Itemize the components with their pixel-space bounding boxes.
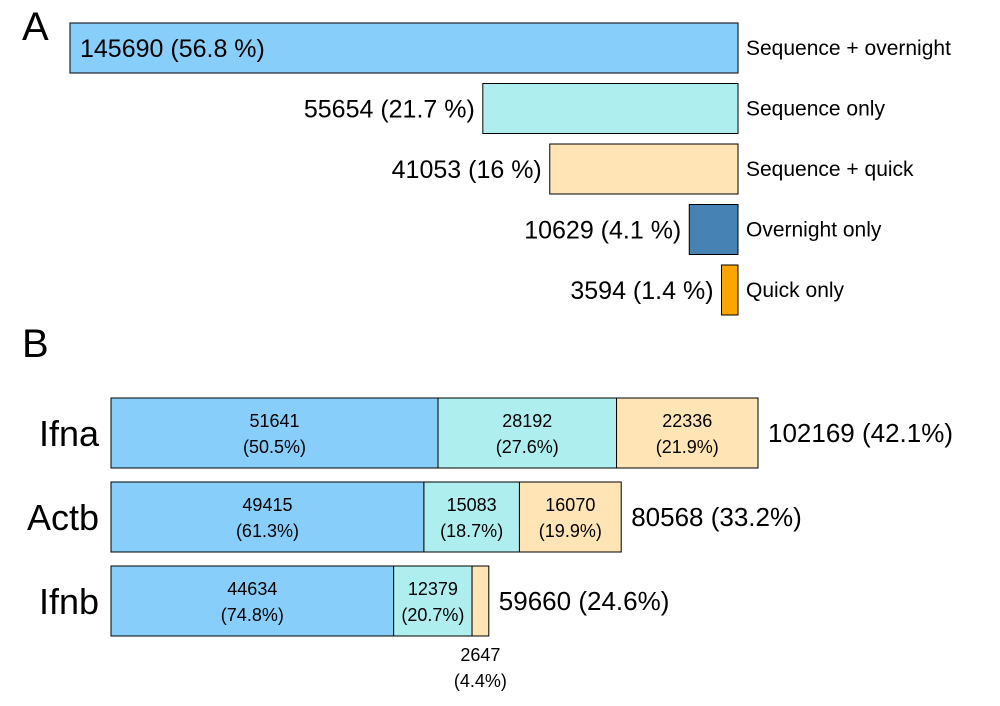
segment-ifna-1 — [110, 397, 439, 469]
row-label-actb: Actb — [27, 497, 99, 538]
category-label-overnight-only: Overnight only — [746, 219, 882, 242]
segment-ifnb-2 — [393, 565, 473, 637]
segment-ifna-3 — [616, 397, 759, 469]
category-label-sequence-quick: Sequence + quick — [746, 158, 914, 181]
segment-ifnb-1-value-label: 44634 — [227, 579, 277, 599]
segment-ifnb-2-pct-label: (20.7%) — [401, 605, 464, 625]
segment-ifnb-1-pct-label: (74.8%) — [221, 605, 284, 625]
segment-actb-2-pct-label: (18.7%) — [440, 521, 503, 541]
segment-ifnb-3-pct-label: (4.4%) — [454, 671, 507, 691]
panel-a-label: A — [22, 5, 49, 49]
segment-ifna-2 — [437, 397, 618, 469]
segment-actb-3-value-label: 16070 — [545, 495, 595, 515]
segment-ifna-2-value-label: 28192 — [502, 411, 552, 431]
segment-ifnb-2-value-label: 12379 — [408, 579, 458, 599]
segment-ifna-2-pct-label: (27.6%) — [496, 437, 559, 457]
segment-actb-3-pct-label: (19.9%) — [539, 521, 602, 541]
total-label-ifnb: 59660 (24.6%) — [499, 586, 670, 616]
category-label-sequence-overnight: Sequence + overnight — [746, 37, 951, 60]
bar-sequence-quick — [549, 143, 739, 195]
segment-ifna-1-value-label: 51641 — [249, 411, 299, 431]
segment-actb-3 — [518, 481, 622, 553]
total-label-ifna: 102169 (42.1%) — [768, 418, 953, 448]
category-label-sequence-only: Sequence only — [746, 98, 885, 121]
row-label-ifna: Ifna — [39, 413, 100, 454]
row-label-ifnb: Ifnb — [39, 581, 99, 622]
segment-ifna-3-pct-label: (21.9%) — [656, 437, 719, 457]
total-label-actb: 80568 (33.2%) — [631, 502, 802, 532]
value-label-sequence-only: 55654 (21.7 %) — [304, 96, 475, 124]
segment-ifna-1-pct-label: (50.5%) — [243, 437, 306, 457]
segment-ifna-3-value-label: 22336 — [662, 411, 712, 431]
bar-sequence-overnight — [69, 22, 739, 74]
bar-sequence-only — [482, 83, 739, 134]
value-label-sequence-overnight: 145690 (56.8 %) — [80, 35, 265, 63]
segment-actb-2 — [423, 481, 520, 553]
segment-actb-1-value-label: 49415 — [242, 495, 292, 515]
segment-ifnb-3 — [471, 565, 490, 637]
panel-b-label: B — [22, 322, 49, 366]
value-label-quick-only: 3594 (1.4 %) — [570, 277, 713, 305]
value-label-overnight-only: 10629 (4.1 %) — [524, 217, 681, 245]
segment-actb-2-value-label: 15083 — [447, 495, 497, 515]
segment-ifnb-3-value-label: 2647 — [460, 645, 500, 665]
segment-actb-1-pct-label: (61.3%) — [236, 521, 299, 541]
value-label-sequence-quick: 41053 (16 %) — [392, 156, 542, 184]
segment-actb-1 — [110, 481, 425, 553]
bar-quick-only — [721, 264, 739, 316]
category-label-quick-only: Quick only — [746, 279, 845, 302]
bar-overnight-only — [688, 204, 739, 255]
segment-ifnb-1 — [110, 565, 395, 637]
